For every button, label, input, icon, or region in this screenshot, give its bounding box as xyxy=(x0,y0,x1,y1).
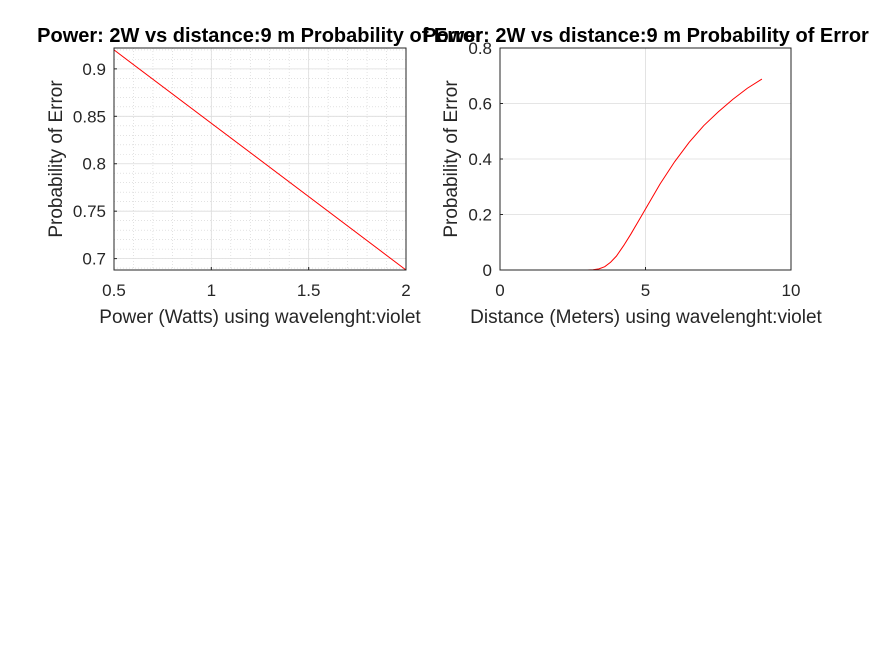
x-tick-label: 1.5 xyxy=(297,281,321,300)
y-tick-label: 0.4 xyxy=(468,150,492,169)
x-tick-label: 2 xyxy=(401,281,410,300)
x-axis-label: Distance (Meters) using wavelenght:viole… xyxy=(470,307,822,328)
x-tick-label: 1 xyxy=(207,281,216,300)
y-tick-label: 0 xyxy=(483,261,492,280)
y-axis-label: Probability of Error xyxy=(441,80,462,238)
y-tick-label: 0.2 xyxy=(468,206,492,225)
y-tick-label: 0.8 xyxy=(82,155,106,174)
tick-group: 0.5 1 1.5 2 0.7 0.75 0.8 0.85 0.9 xyxy=(73,60,411,300)
x-tick-label: 0 xyxy=(495,281,504,300)
x-tick-label: 5 xyxy=(641,281,650,300)
y-tick-label: 0.7 xyxy=(82,250,106,269)
y-tick-label: 0.6 xyxy=(468,95,492,114)
chart-power-vs-error: 0.5 1 1.5 2 0.7 0.75 0.8 0.85 0.9 Power: 2W vs d… xyxy=(37,25,483,328)
series-line xyxy=(113,49,407,271)
y-tick-label: 0.75 xyxy=(73,202,106,221)
chart-title: Power: 2W vs distance:9 m Probability of… xyxy=(37,25,483,47)
y-tick-label: 0.9 xyxy=(82,60,106,79)
x-tick-label: 0.5 xyxy=(102,281,126,300)
axes-box xyxy=(113,47,407,271)
y-axis-label: Probability of Error xyxy=(46,80,67,238)
y-tick-label: 0.8 xyxy=(468,39,492,58)
y-tick-label: 0.85 xyxy=(73,107,106,126)
tick-group: 0 5 10 0 0.2 0.4 0.6 0.8 xyxy=(468,39,800,300)
chart-title: Power: 2W vs distance:9 m Probability of… xyxy=(423,25,869,47)
chart-distance-vs-error: 0 5 10 0 0.2 0.4 0.6 0.8 Power: 2W vs distance:… xyxy=(423,25,869,328)
x-axis-label: Power (Watts) using wavelenght:violet xyxy=(99,307,421,328)
x-tick-label: 10 xyxy=(782,281,801,300)
series-group xyxy=(113,49,407,271)
